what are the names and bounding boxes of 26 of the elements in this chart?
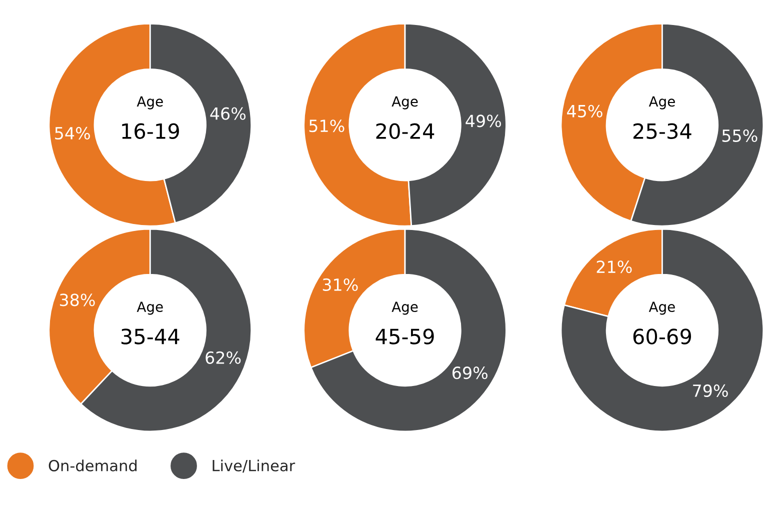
data-label: 21%: [596, 260, 632, 274]
text: 25-34: [633, 123, 692, 140]
data-label: 69%: [452, 366, 488, 380]
data-label: 45%: [567, 104, 602, 118]
data-label: 38%: [60, 294, 95, 306]
text: Age: [648, 302, 675, 315]
text: 20-24: [376, 123, 434, 140]
data-label: 51%: [309, 120, 344, 132]
text: 16-19: [122, 123, 179, 140]
text: Age: [136, 302, 163, 315]
legend-label: On-demand: [48, 460, 137, 472]
text: Age: [392, 302, 418, 315]
data-label: 31%: [322, 278, 358, 291]
data-label: 49%: [466, 114, 501, 128]
legend-label: Live/Linear: [212, 460, 296, 473]
data-label: 79%: [693, 384, 728, 398]
text: Age: [648, 96, 675, 110]
text: Age: [392, 96, 418, 110]
data-label: 54%: [55, 126, 90, 140]
data-label: 62%: [206, 351, 241, 364]
data-label: 46%: [210, 107, 246, 120]
text: 60-69: [633, 328, 692, 344]
data-label: 55%: [722, 129, 758, 142]
text: Age: [136, 96, 163, 110]
text: 45-59: [376, 328, 434, 344]
text: 35-44: [121, 328, 180, 344]
